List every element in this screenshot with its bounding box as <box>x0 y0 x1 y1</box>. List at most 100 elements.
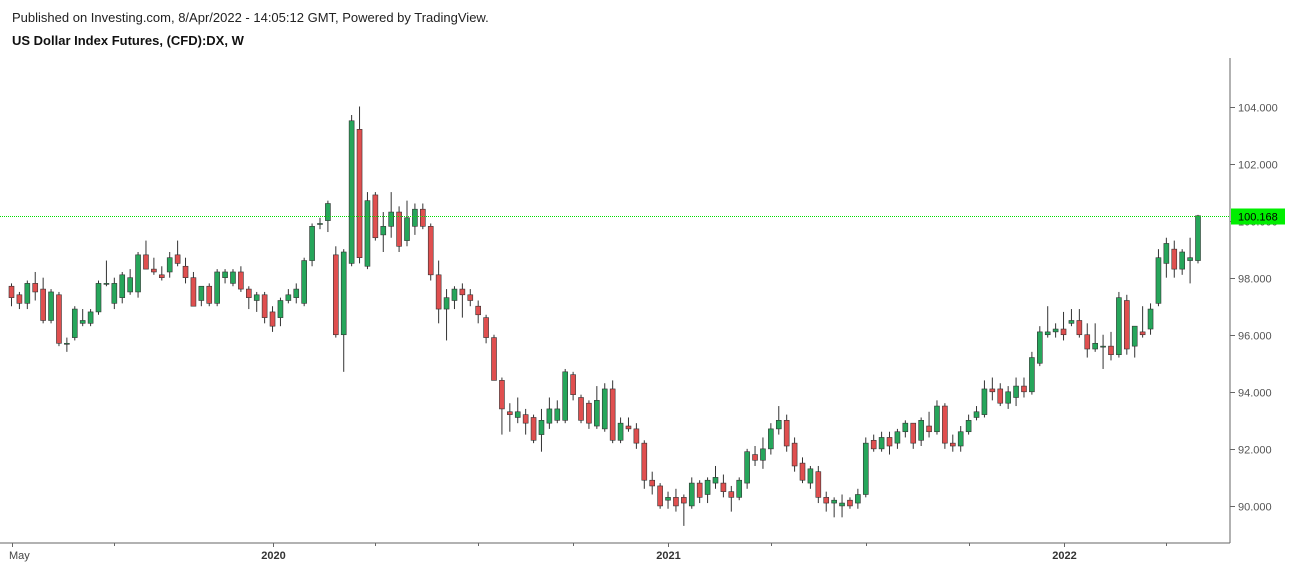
candle[interactable] <box>16 291 23 310</box>
candle[interactable] <box>127 269 133 295</box>
candle[interactable] <box>728 485 735 512</box>
candle[interactable] <box>119 271 126 304</box>
candle[interactable] <box>301 257 307 307</box>
candle[interactable] <box>174 240 181 267</box>
candle[interactable] <box>886 431 893 455</box>
candle[interactable] <box>665 491 671 509</box>
candle[interactable] <box>64 337 70 352</box>
candle[interactable] <box>862 437 869 498</box>
candle[interactable] <box>230 269 236 287</box>
candle[interactable] <box>625 417 632 432</box>
candle[interactable] <box>158 266 165 281</box>
candle[interactable] <box>1131 325 1138 358</box>
candle[interactable] <box>1100 334 1106 369</box>
candle[interactable] <box>570 371 576 401</box>
candle[interactable] <box>997 383 1004 407</box>
candle[interactable] <box>71 306 78 341</box>
candle[interactable] <box>1084 323 1091 358</box>
candle[interactable] <box>791 437 798 472</box>
candle[interactable] <box>989 377 996 401</box>
candle[interactable] <box>673 488 679 512</box>
candle[interactable] <box>981 380 988 418</box>
candle[interactable] <box>1060 311 1067 341</box>
candle[interactable] <box>752 446 758 466</box>
candle[interactable] <box>1013 377 1019 407</box>
candle[interactable] <box>222 269 228 284</box>
candle[interactable] <box>451 286 458 310</box>
candle[interactable] <box>870 434 877 452</box>
candle[interactable] <box>372 192 379 241</box>
candle[interactable] <box>475 300 481 324</box>
candle[interactable] <box>934 400 940 435</box>
candle[interactable] <box>24 280 31 310</box>
candle[interactable] <box>855 488 861 509</box>
candle[interactable] <box>578 394 584 424</box>
candle[interactable] <box>681 494 687 526</box>
candle[interactable] <box>507 403 513 432</box>
candle[interactable] <box>918 417 924 446</box>
candle[interactable] <box>380 212 387 252</box>
candle[interactable] <box>720 474 727 498</box>
candle[interactable] <box>823 491 830 512</box>
candle[interactable] <box>514 397 521 424</box>
candle[interactable] <box>214 269 220 307</box>
candle[interactable] <box>586 400 592 429</box>
candle[interactable] <box>839 494 845 518</box>
candle[interactable] <box>396 206 402 252</box>
candle[interactable] <box>427 223 434 281</box>
candle[interactable] <box>973 406 980 421</box>
candle[interactable] <box>1179 249 1185 275</box>
candle[interactable] <box>1171 240 1178 278</box>
candle[interactable] <box>285 289 292 304</box>
candle[interactable] <box>103 260 110 287</box>
candle[interactable] <box>1147 303 1154 335</box>
candle[interactable] <box>340 249 347 372</box>
candle[interactable] <box>206 283 213 307</box>
candle[interactable] <box>269 306 276 332</box>
candle[interactable] <box>143 240 149 270</box>
candle[interactable] <box>736 477 743 501</box>
candle[interactable] <box>246 286 252 310</box>
candle[interactable] <box>942 403 948 449</box>
candle[interactable] <box>435 260 442 324</box>
candle[interactable] <box>56 291 62 347</box>
candle[interactable] <box>949 434 956 452</box>
candle[interactable] <box>546 397 553 429</box>
candle[interactable] <box>483 314 489 344</box>
candle[interactable] <box>696 480 703 504</box>
candle[interactable] <box>807 465 814 489</box>
candle[interactable] <box>1195 214 1201 264</box>
candle[interactable] <box>333 246 339 338</box>
candle[interactable] <box>1068 309 1075 327</box>
candle[interactable] <box>965 414 972 435</box>
candle[interactable] <box>1021 377 1027 398</box>
candle[interactable] <box>459 283 466 318</box>
candle[interactable] <box>309 223 315 267</box>
candle[interactable] <box>1076 309 1083 338</box>
candle[interactable] <box>799 457 806 484</box>
candle[interactable] <box>641 440 648 489</box>
candle[interactable] <box>1037 326 1043 367</box>
candle[interactable] <box>111 277 118 310</box>
candle[interactable] <box>1029 351 1035 395</box>
candle[interactable] <box>8 283 15 307</box>
candle[interactable] <box>649 471 656 495</box>
candle[interactable] <box>538 408 545 452</box>
candle[interactable] <box>831 497 837 518</box>
candle[interactable] <box>1187 237 1193 284</box>
candle[interactable] <box>356 106 363 264</box>
candle[interactable] <box>1124 294 1130 355</box>
candle[interactable] <box>364 192 371 270</box>
candle[interactable] <box>182 257 189 284</box>
candle[interactable] <box>277 297 284 327</box>
candle[interactable] <box>404 200 410 247</box>
candle[interactable] <box>467 289 474 307</box>
candle[interactable] <box>554 400 561 424</box>
candle[interactable] <box>894 428 901 449</box>
candle[interactable] <box>40 277 46 324</box>
candle[interactable] <box>443 289 450 341</box>
candle[interactable] <box>499 377 505 435</box>
candle[interactable] <box>293 283 300 304</box>
candle[interactable] <box>95 280 102 315</box>
